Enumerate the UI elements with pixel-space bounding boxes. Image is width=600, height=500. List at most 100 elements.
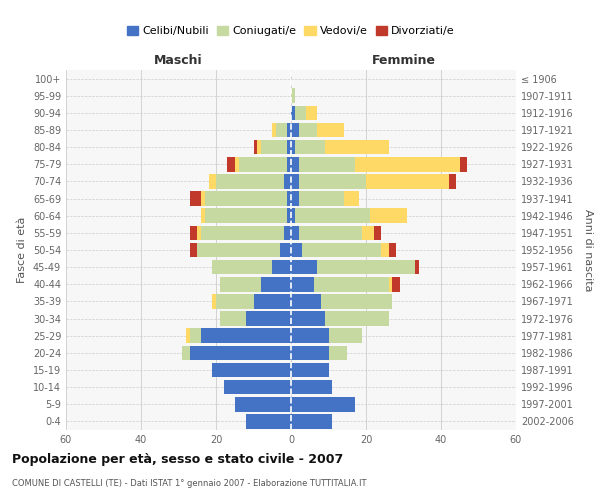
Bar — [370, 208, 407, 223]
Bar — [381, 242, 389, 258]
Bar — [201, 192, 205, 206]
Y-axis label: Fasce di età: Fasce di età — [17, 217, 27, 283]
Bar — [291, 294, 321, 308]
Bar — [201, 226, 284, 240]
Bar — [201, 328, 291, 343]
Bar — [246, 312, 291, 326]
Bar — [291, 362, 329, 378]
Bar — [182, 346, 190, 360]
Bar — [317, 122, 343, 138]
Bar — [295, 106, 306, 120]
Bar — [201, 208, 205, 223]
Bar — [291, 277, 314, 291]
Bar — [190, 328, 201, 343]
Bar — [209, 174, 216, 188]
Bar — [197, 242, 280, 258]
Bar — [317, 260, 415, 274]
Bar — [291, 208, 295, 223]
Bar — [216, 294, 254, 308]
Bar — [389, 277, 392, 291]
Bar — [299, 174, 366, 188]
Bar — [325, 140, 389, 154]
Bar — [415, 260, 419, 274]
Bar — [302, 242, 381, 258]
Bar — [257, 140, 261, 154]
Bar — [291, 242, 302, 258]
Bar — [205, 208, 287, 223]
Bar — [254, 294, 291, 308]
Bar — [190, 242, 197, 258]
Bar — [291, 106, 295, 120]
Bar — [272, 260, 291, 274]
Bar — [299, 157, 355, 172]
Text: COMUNE DI CASTELLI (TE) - Dati ISTAT 1° gennaio 2007 - Elaborazione TUTTITALIA.I: COMUNE DI CASTELLI (TE) - Dati ISTAT 1° … — [12, 479, 367, 488]
Bar — [235, 157, 239, 172]
Bar — [190, 226, 197, 240]
Bar — [291, 192, 299, 206]
Bar — [291, 260, 317, 274]
Bar — [460, 157, 467, 172]
Bar — [306, 106, 317, 120]
Bar — [216, 174, 284, 188]
Text: Femmine: Femmine — [371, 54, 436, 66]
Bar — [220, 312, 246, 326]
Bar — [329, 328, 362, 343]
Bar — [212, 362, 291, 378]
Bar — [212, 260, 272, 274]
Bar — [392, 277, 400, 291]
Bar — [291, 174, 299, 188]
Bar — [272, 122, 276, 138]
Bar — [362, 226, 373, 240]
Bar — [389, 242, 396, 258]
Bar — [299, 192, 343, 206]
Bar — [295, 208, 370, 223]
Bar — [287, 208, 291, 223]
Bar — [291, 397, 355, 411]
Bar — [287, 192, 291, 206]
Bar — [261, 140, 287, 154]
Bar — [235, 397, 291, 411]
Bar — [190, 192, 201, 206]
Bar — [254, 140, 257, 154]
Bar — [212, 294, 216, 308]
Bar — [355, 157, 460, 172]
Bar — [291, 226, 299, 240]
Bar — [280, 242, 291, 258]
Bar — [449, 174, 456, 188]
Bar — [284, 174, 291, 188]
Bar — [276, 122, 287, 138]
Bar — [329, 346, 347, 360]
Bar — [246, 414, 291, 428]
Bar — [287, 122, 291, 138]
Legend: Celibi/Nubili, Coniugati/e, Vedovi/e, Divorziati/e: Celibi/Nubili, Coniugati/e, Vedovi/e, Di… — [123, 22, 459, 41]
Bar — [291, 346, 329, 360]
Bar — [284, 226, 291, 240]
Bar — [321, 294, 392, 308]
Bar — [287, 157, 291, 172]
Bar — [291, 157, 299, 172]
Bar — [373, 226, 381, 240]
Bar — [366, 174, 449, 188]
Bar — [190, 346, 291, 360]
Bar — [299, 122, 317, 138]
Bar — [291, 140, 295, 154]
Text: Maschi: Maschi — [154, 54, 203, 66]
Bar — [223, 380, 291, 394]
Bar — [261, 277, 291, 291]
Bar — [291, 312, 325, 326]
Bar — [287, 140, 291, 154]
Bar — [295, 140, 325, 154]
Bar — [186, 328, 190, 343]
Bar — [227, 157, 235, 172]
Y-axis label: Anni di nascita: Anni di nascita — [583, 209, 593, 291]
Text: Popolazione per età, sesso e stato civile - 2007: Popolazione per età, sesso e stato civil… — [12, 452, 343, 466]
Bar — [291, 414, 332, 428]
Bar — [299, 226, 362, 240]
Bar — [239, 157, 287, 172]
Bar — [291, 380, 332, 394]
Bar — [291, 328, 329, 343]
Bar — [291, 88, 295, 103]
Bar — [197, 226, 201, 240]
Bar — [291, 122, 299, 138]
Bar — [343, 192, 359, 206]
